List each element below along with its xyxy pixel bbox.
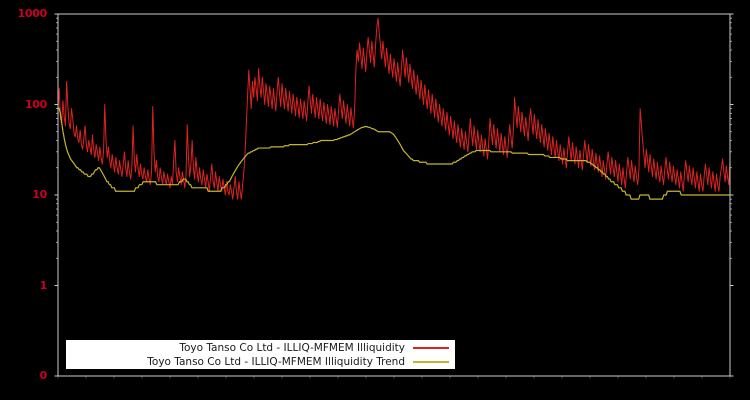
plot-frame xyxy=(57,13,731,377)
legend-swatch-illiquidity xyxy=(413,347,449,349)
y-tick-label-1: 1 xyxy=(39,278,48,292)
plot-background xyxy=(58,14,730,376)
y-tick-label-0: 0 xyxy=(39,369,48,382)
series-illiquidity-trend-line xyxy=(57,107,731,200)
y-tick-label-100: 100 xyxy=(24,97,47,111)
legend-entry-illiquidity-trend[interactable]: Toyo Tanso Co Ltd - ILLIQ-MFMEM Illiquid… xyxy=(66,355,455,369)
legend-label-illiquidity-trend: Toyo Tanso Co Ltd - ILLIQ-MFMEM Illiquid… xyxy=(147,356,405,368)
legend-entry-illiquidity[interactable]: Toyo Tanso Co Ltd - ILLIQ-MFMEM Illiquid… xyxy=(66,341,455,355)
series-illiquidity-line xyxy=(57,17,731,200)
y-tick-label-10: 10 xyxy=(32,188,47,201)
legend-label-illiquidity: Toyo Tanso Co Ltd - ILLIQ-MFMEM Illiquid… xyxy=(179,342,405,354)
chart-legend[interactable]: Toyo Tanso Co Ltd - ILLIQ-MFMEM Illiquid… xyxy=(66,340,455,369)
y-tick-label-1000: 1000 xyxy=(17,7,48,20)
legend-swatch-illiquidity-trend xyxy=(413,361,449,363)
